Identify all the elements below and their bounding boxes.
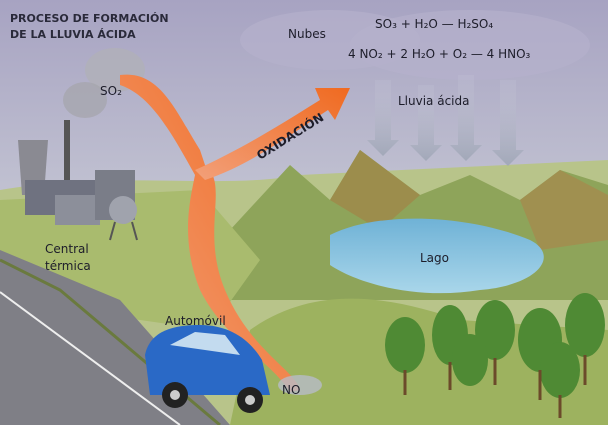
- equation: SO₃ + H₂O — H₂SO₄: [375, 17, 493, 31]
- title-line: PROCESO DE FORMACIÓN: [10, 12, 169, 25]
- label: Nubes: [288, 27, 326, 41]
- power-plant: [18, 48, 145, 241]
- label: Central: [45, 242, 89, 256]
- label: SO₂: [100, 84, 122, 98]
- equation: 4 NO₂ + 2 H₂O + O₂ — 4 HNO₃: [348, 47, 531, 61]
- label: Lago: [420, 251, 449, 265]
- label: Automóvil: [165, 314, 226, 328]
- car: [145, 325, 270, 413]
- label: NO: [282, 383, 300, 397]
- label: térmica: [45, 259, 91, 273]
- oxidation-arrow: [120, 74, 350, 395]
- clouds-rain: [240, 10, 590, 166]
- label: Lluvia ácida: [398, 94, 469, 108]
- title-line: DE LA LLUVIA ÁCIDA: [10, 28, 136, 41]
